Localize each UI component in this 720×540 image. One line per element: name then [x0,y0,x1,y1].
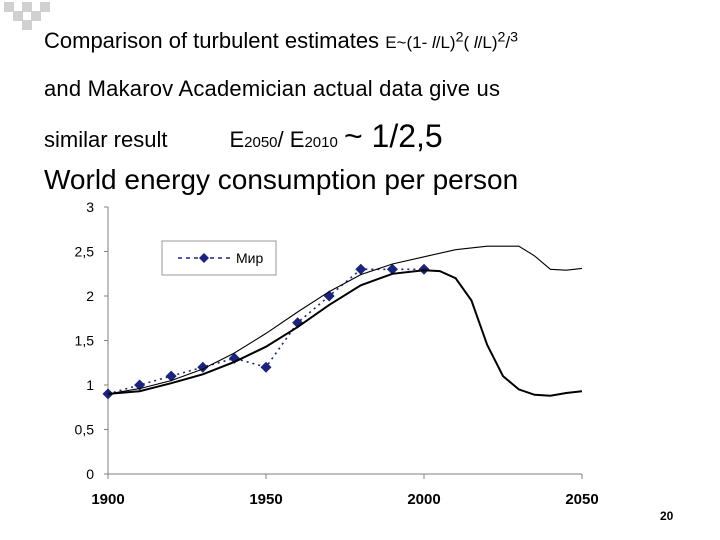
legend-label: Мир [236,250,263,266]
page-number: 20 [660,509,674,523]
deco-square [40,2,50,12]
upper-estimate-line [107,245,583,395]
chart-title: World energy consumption per person [44,164,519,195]
similar-result-text: similar result [44,127,168,152]
title-line-1-text: Comparison of turbulent estimates [44,28,380,53]
data-point-marker [165,370,177,382]
y-tick-label: 0 [86,466,94,482]
y-tick-label: 2 [86,288,94,304]
title-line-2: and Makarov Academician actual data give… [44,76,501,101]
world-data-line [107,268,424,395]
y-tick-label: 1,5 [75,333,95,349]
data-point-marker [355,263,367,275]
y-tick-label: 2,5 [75,244,95,260]
decorative-squares [4,2,50,30]
ratio-value: ~ 1/2,5 [343,118,443,154]
turbulence-formula: E~(1- l/L)2( l/L)2/3 [385,29,518,52]
legend-swatch-marker [199,253,209,263]
data-point-marker [260,361,272,373]
x-tick-label: 1950 [249,491,282,508]
energy-ratio: E2050/ E2010 [229,127,338,152]
x-tick-label: 2000 [407,491,440,508]
y-tick-label: 0,5 [75,422,95,438]
turbulent-estimate-line [107,269,583,397]
y-tick-label: 1 [86,377,94,393]
x-tick-label: 1900 [91,491,124,508]
title-line-3: similar result E2050/ E2010 ~ 1/2,5 [44,118,443,155]
deco-square [31,11,41,21]
x-tick-label: 2050 [565,491,598,508]
deco-square [22,20,32,30]
deco-square [22,2,32,12]
title-line-1: Comparison of turbulent estimates E~(1- … [44,28,518,54]
data-point-marker [386,263,398,275]
y-tick-label: 3 [86,199,94,215]
deco-square [4,2,14,12]
deco-square [13,11,23,21]
